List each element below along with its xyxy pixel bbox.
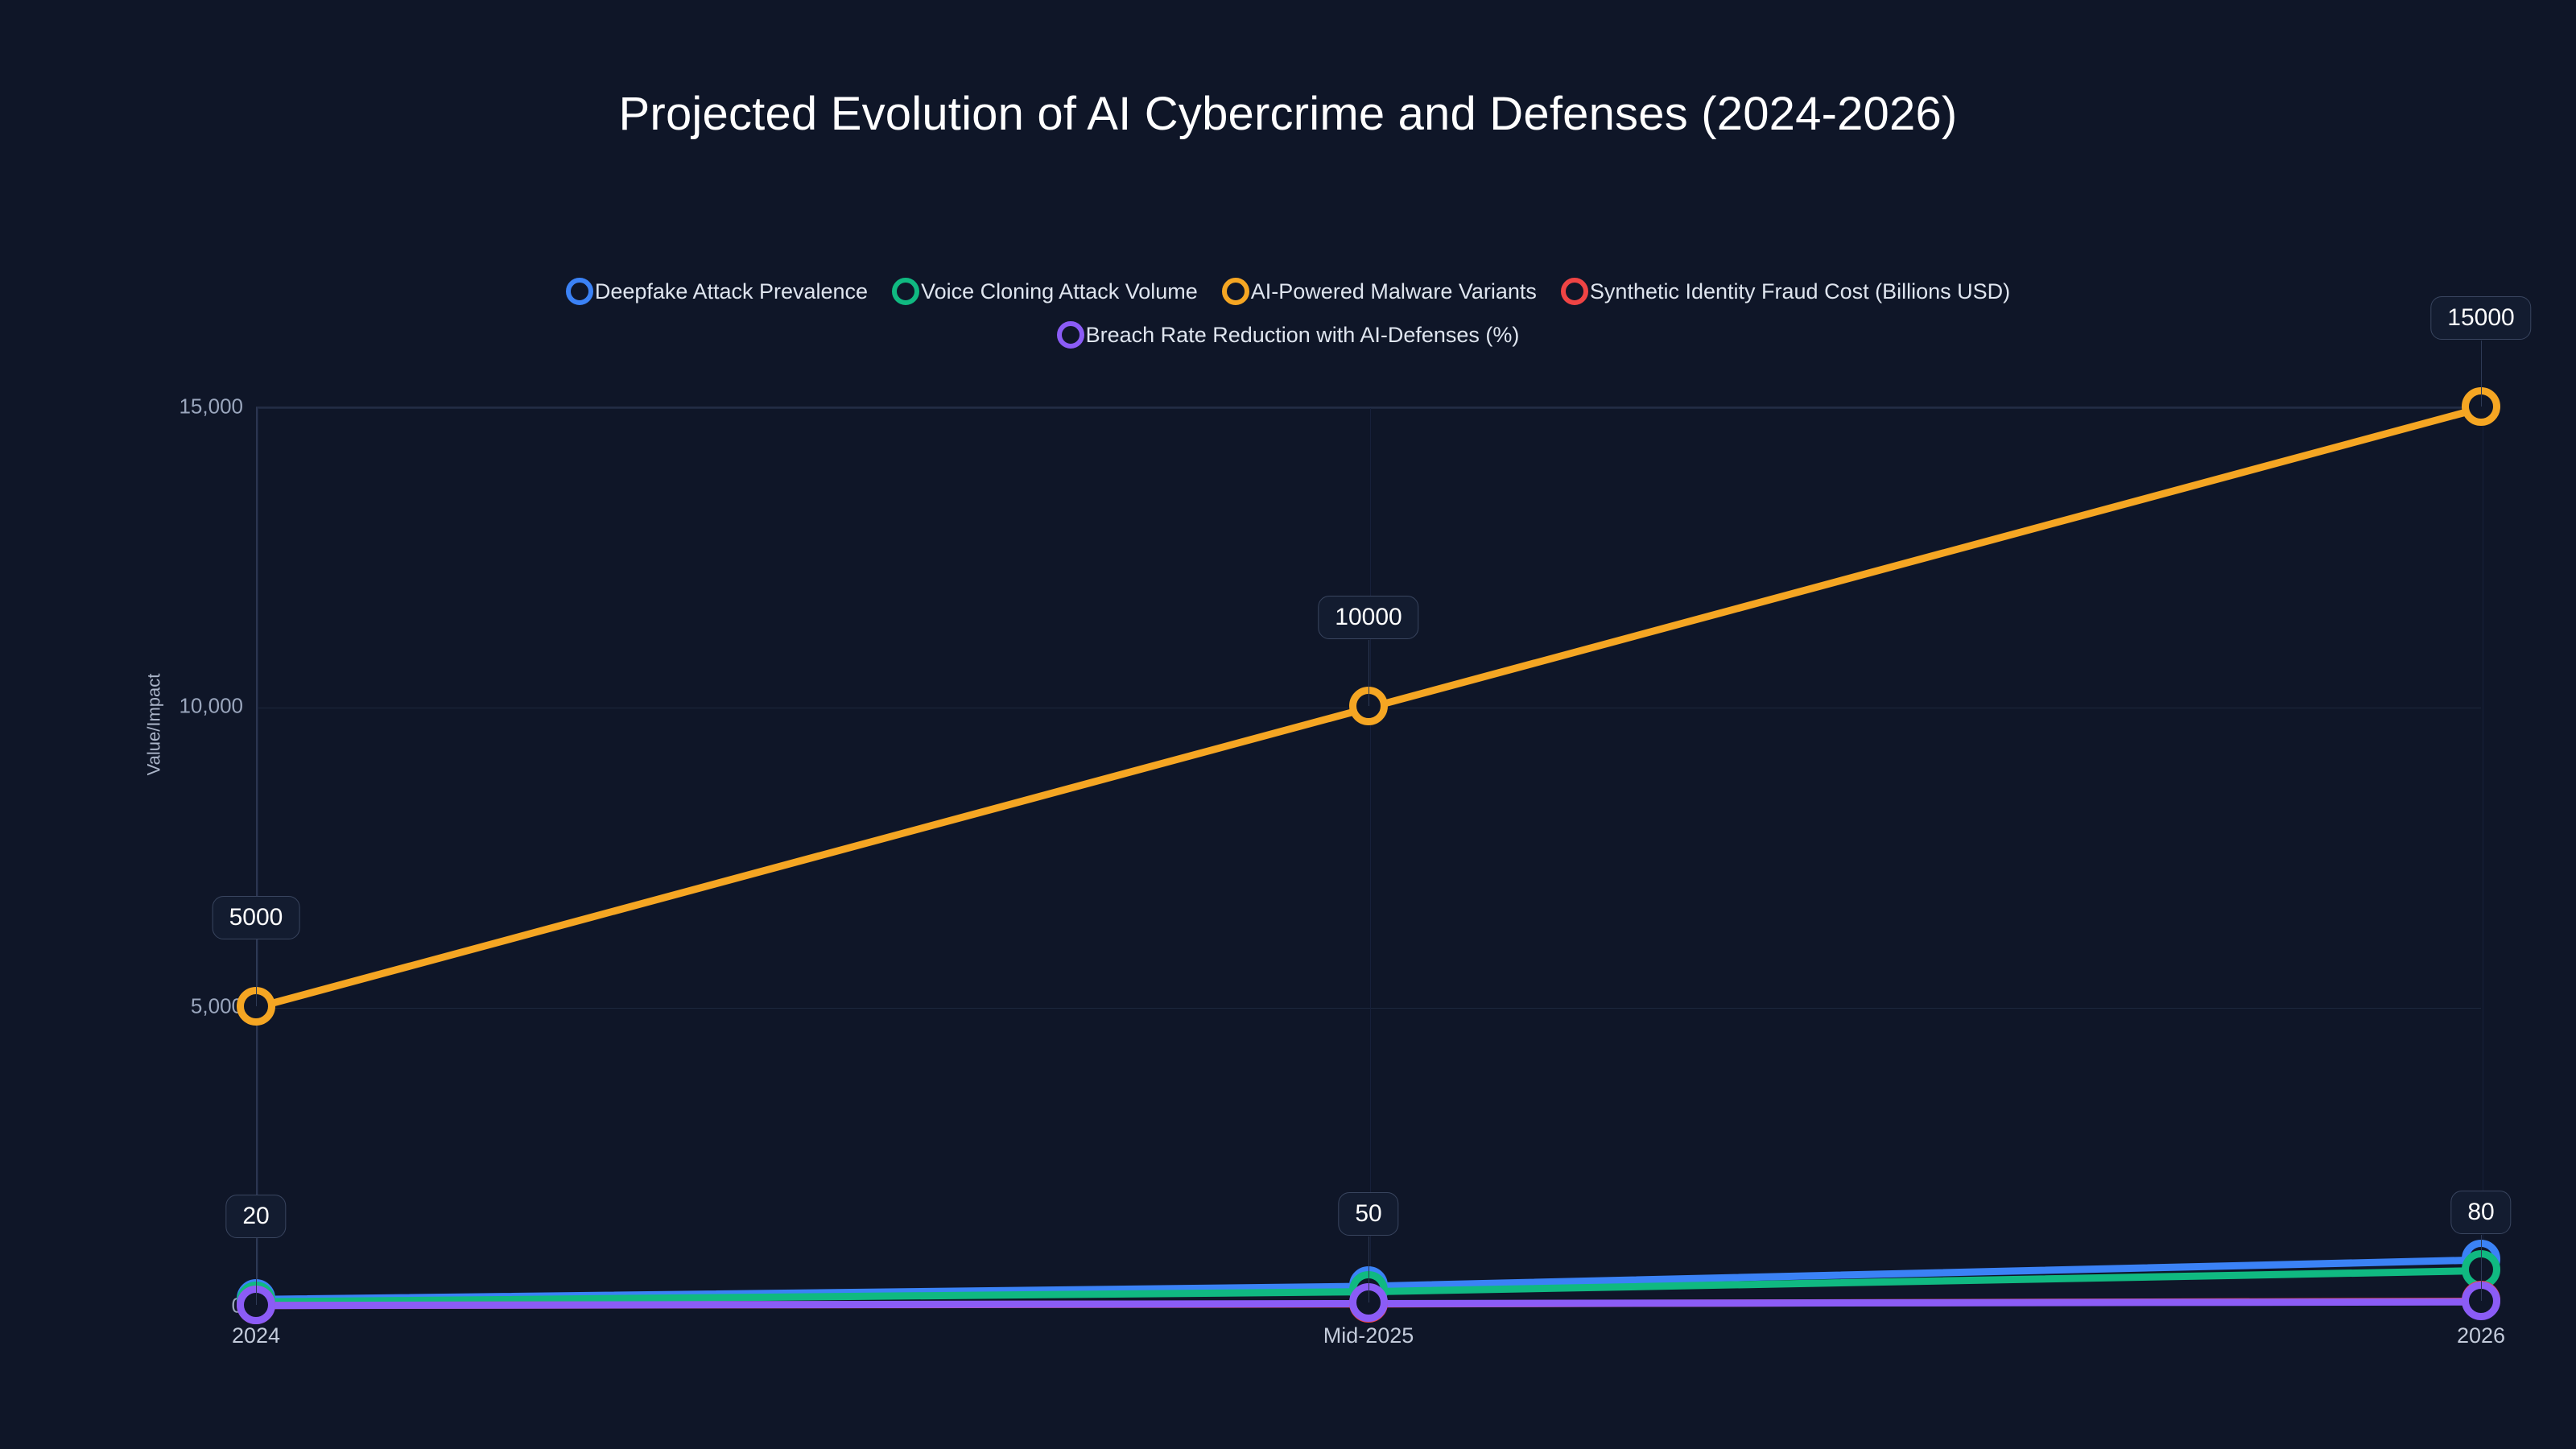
x-axis-tick-label: 2024 (231, 1323, 281, 1348)
legend-item-ai-powered-malware-variants[interactable]: AI-Powered Malware Variants (1221, 278, 1537, 305)
x-gridline (1370, 408, 1371, 1306)
label-leader-line (1368, 1236, 1369, 1303)
legend-item-label: AI-Powered Malware Variants (1250, 279, 1537, 303)
y-axis-tick-label: 10,000 (179, 693, 243, 718)
data-point-label: 5000 (212, 895, 300, 939)
legend-item-label: Synthetic Identity Fraud Cost (Billions … (1589, 279, 2011, 303)
plot-area (256, 407, 2481, 1306)
y-axis-tick-label: 5,000 (190, 993, 243, 1018)
legend-item-label: Breach Rate Reduction with AI-Defenses (… (1085, 322, 1520, 347)
legend-item-label: Voice Cloning Attack Volume (921, 279, 1198, 303)
page-title: Projected Evolution of AI Cybercrime and… (618, 88, 1958, 140)
legend-item-voice-cloning-attack-volume[interactable]: Voice Cloning Attack Volume (892, 278, 1198, 305)
legend-item-label: Deepfake Attack Prevalence (594, 279, 869, 303)
legend-row-2: Breach Rate Reduction with AI-Defenses (… (0, 321, 2576, 349)
legend-marker-icon (1056, 321, 1084, 349)
gridline (258, 1007, 2481, 1009)
chart-legend: Deepfake Attack Prevalence Voice Cloning… (0, 278, 2576, 349)
data-point-label: 15000 (2430, 296, 2532, 340)
data-point-label: 50 (1338, 1192, 1399, 1236)
data-point-label: 20 (225, 1194, 287, 1238)
legend-marker-icon (1221, 278, 1249, 305)
x-axis-tick-label: Mid-2025 (1323, 1323, 1414, 1348)
legend-item-deepfake-attack-prevalence[interactable]: Deepfake Attack Prevalence (565, 278, 869, 305)
gridline (258, 408, 2481, 409)
label-leader-line (256, 939, 257, 1006)
x-axis-tick-label: 2026 (2456, 1323, 2506, 1348)
label-leader-line (1368, 640, 1369, 707)
legend-marker-icon (1560, 278, 1588, 305)
y-axis-tick-label: 0 (95, 1294, 256, 1319)
data-point-label: 80 (2450, 1191, 2512, 1235)
data-point-label: 10000 (1318, 596, 1419, 640)
legend-item-synthetic-identity-fraud-cost[interactable]: Synthetic Identity Fraud Cost (Billions … (1560, 278, 2011, 305)
series-lines (258, 408, 2481, 1307)
label-leader-line (2481, 341, 2482, 407)
y-axis-title: Value/Impact (143, 673, 164, 776)
legend-item-breach-rate-reduction[interactable]: Breach Rate Reduction with AI-Defenses (… (1056, 321, 1520, 349)
y-axis-tick-label: 15,000 (179, 394, 243, 419)
legend-row-1: Deepfake Attack Prevalence Voice Cloning… (0, 278, 2576, 305)
legend-marker-icon (565, 278, 593, 305)
label-leader-line (2481, 1235, 2482, 1302)
legend-marker-icon (892, 278, 920, 305)
label-leader-line (256, 1238, 257, 1305)
